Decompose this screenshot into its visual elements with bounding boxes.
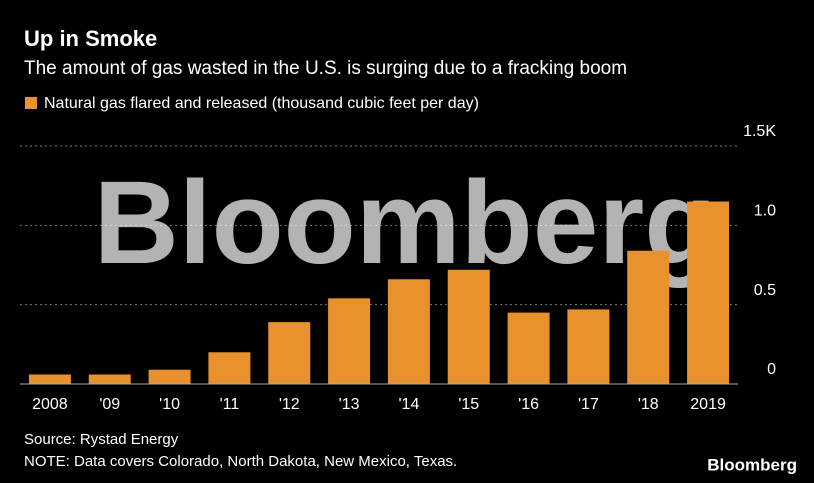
x-tick-label: '14 xyxy=(398,396,419,413)
bar xyxy=(28,374,71,384)
y-tick-label: 1.5K xyxy=(743,123,776,140)
x-tick-label: 2008 xyxy=(32,396,68,413)
legend-swatch xyxy=(25,97,37,109)
x-tick-label: '13 xyxy=(339,396,360,413)
source: Source: Rystad Energy xyxy=(24,431,179,448)
bar xyxy=(567,309,610,384)
x-tick-label: '18 xyxy=(638,396,659,413)
bar xyxy=(447,269,490,384)
x-tick-label: '15 xyxy=(458,396,479,413)
chart-title: Up in Smoke xyxy=(24,26,157,51)
note: NOTE: Data covers Colorado, North Dakota… xyxy=(24,453,457,470)
x-tick-label: '10 xyxy=(159,396,180,413)
x-tick-label: 2019 xyxy=(690,396,726,413)
chart-subtitle: The amount of gas wasted in the U.S. is … xyxy=(24,58,627,79)
bar xyxy=(148,369,191,384)
logo: Bloomberg xyxy=(707,455,797,474)
x-tick-label: '17 xyxy=(578,396,599,413)
x-tick-label: '16 xyxy=(518,396,539,413)
legend-label: Natural gas flared and released (thousan… xyxy=(44,95,479,112)
bar xyxy=(507,312,550,384)
watermark: Bloomberg xyxy=(94,157,717,289)
x-tick-label: '11 xyxy=(220,396,240,413)
y-tick-label: 1.0 xyxy=(754,203,776,220)
y-tick-label: 0 xyxy=(767,361,776,378)
bar xyxy=(268,322,311,384)
bar xyxy=(208,352,251,384)
y-tick-label: 0.5 xyxy=(754,282,776,299)
x-tick-label: '09 xyxy=(99,396,120,413)
bar xyxy=(387,279,430,384)
bar xyxy=(627,250,670,384)
bar xyxy=(88,374,131,384)
bar xyxy=(328,298,371,384)
bar xyxy=(687,201,730,384)
x-tick-label: '12 xyxy=(279,396,300,413)
